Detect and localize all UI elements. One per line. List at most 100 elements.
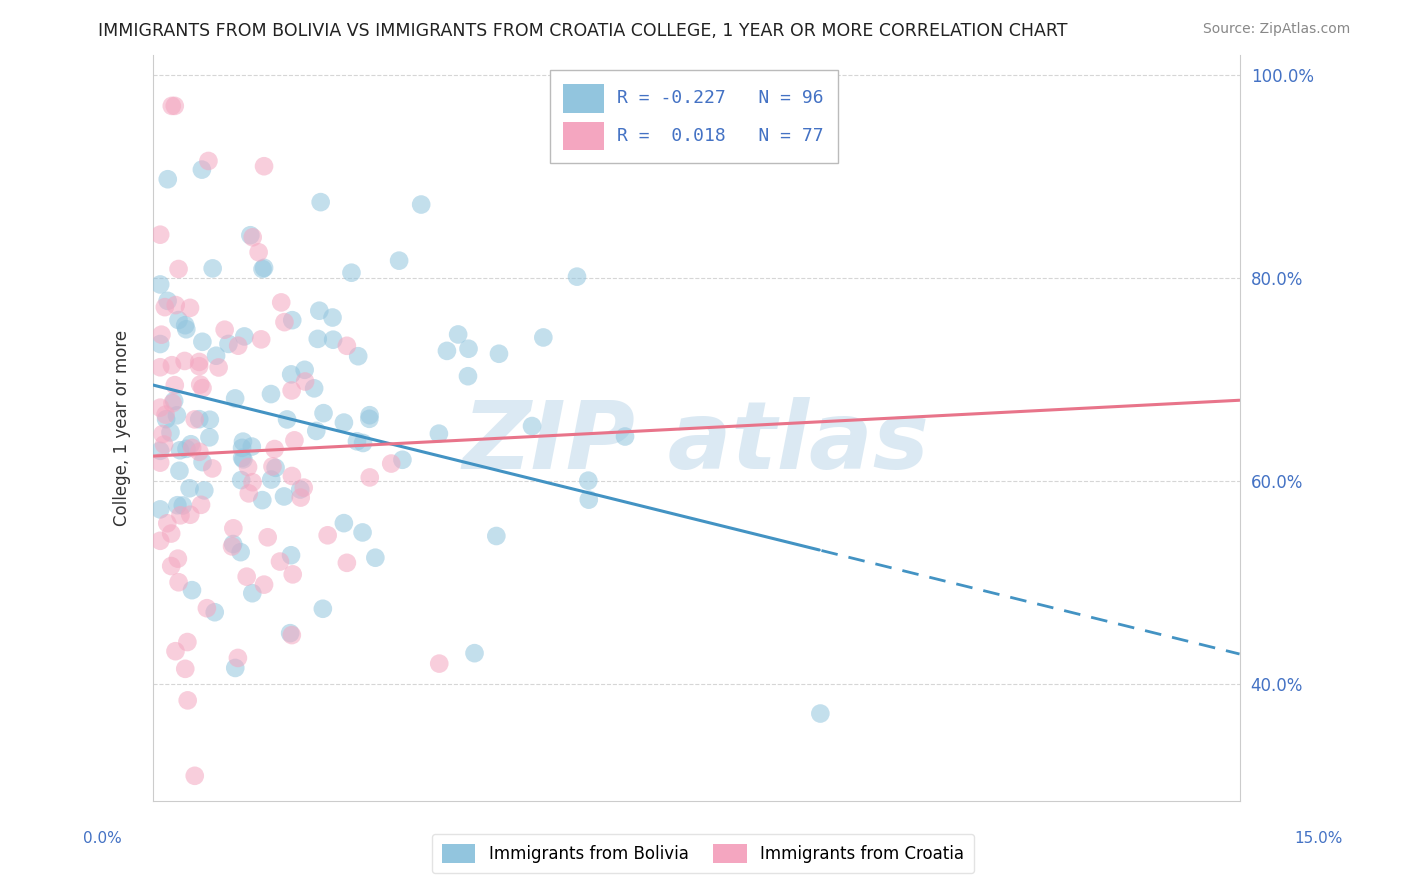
Point	[388, 253, 411, 268]
Point	[233, 329, 256, 343]
Point	[174, 662, 197, 676]
Point	[231, 441, 253, 455]
Point	[427, 426, 450, 441]
FancyBboxPatch shape	[550, 70, 838, 163]
Bar	[562, 84, 605, 112]
Point	[240, 586, 263, 600]
Point	[229, 545, 252, 559]
Point	[167, 313, 190, 327]
Point	[333, 416, 356, 430]
Point	[179, 481, 201, 495]
Point	[174, 322, 197, 336]
Point	[207, 360, 229, 375]
Point	[436, 343, 458, 358]
Point	[520, 419, 543, 434]
Point	[188, 445, 211, 459]
Point	[180, 437, 202, 451]
Text: IMMIGRANTS FROM BOLIVIA VS IMMIGRANTS FROM CROATIA COLLEGE, 1 YEAR OR MORE CORRE: IMMIGRANTS FROM BOLIVIA VS IMMIGRANTS FR…	[98, 22, 1069, 40]
Point	[280, 368, 302, 382]
Point	[179, 301, 201, 315]
Point	[252, 262, 274, 277]
Point	[235, 569, 257, 583]
Point	[226, 339, 249, 353]
Point	[198, 413, 221, 427]
Point	[188, 359, 211, 374]
Point	[160, 99, 183, 113]
Point	[169, 443, 191, 458]
Point	[167, 262, 190, 277]
Point	[156, 172, 179, 186]
Point	[565, 269, 588, 284]
Point	[305, 424, 328, 438]
Point	[276, 412, 298, 426]
Point	[309, 195, 332, 210]
Point	[336, 339, 359, 353]
Point	[193, 483, 215, 498]
Point	[322, 310, 344, 325]
Point	[198, 430, 221, 444]
Point	[149, 443, 172, 458]
Point	[183, 412, 205, 426]
Point	[163, 378, 186, 392]
Point	[153, 300, 176, 314]
Point	[184, 769, 207, 783]
Point	[222, 521, 245, 535]
Point	[280, 384, 302, 398]
Point	[188, 412, 211, 426]
Point	[159, 425, 181, 440]
Point	[150, 327, 173, 342]
Point	[179, 508, 201, 522]
Point	[221, 540, 243, 554]
Point	[307, 332, 329, 346]
Point	[359, 412, 381, 426]
Point	[231, 450, 253, 465]
Point	[322, 333, 344, 347]
Point	[263, 442, 285, 456]
Point	[204, 605, 226, 619]
Point	[242, 475, 264, 490]
Point	[281, 469, 304, 483]
Point	[346, 434, 368, 449]
Point	[352, 525, 374, 540]
Point	[201, 261, 224, 276]
Point	[226, 651, 249, 665]
Point	[238, 486, 260, 500]
Point	[188, 355, 211, 369]
Point	[253, 260, 276, 275]
Point	[239, 228, 262, 243]
Point	[165, 644, 187, 658]
Point	[149, 502, 172, 516]
Point	[333, 516, 356, 530]
Point	[270, 295, 292, 310]
Point	[160, 559, 183, 574]
Point	[242, 230, 264, 244]
Point	[176, 635, 198, 649]
Point	[347, 349, 370, 363]
Point	[149, 533, 172, 548]
Point	[191, 455, 214, 469]
Text: R = -0.227   N = 96: R = -0.227 N = 96	[617, 89, 824, 107]
Point	[614, 429, 637, 443]
Point	[188, 377, 211, 392]
Point	[485, 529, 508, 543]
Point	[269, 555, 291, 569]
Point	[316, 528, 339, 542]
Point	[283, 434, 305, 448]
Point	[160, 358, 183, 372]
Point	[149, 337, 172, 351]
Point	[176, 693, 198, 707]
Bar	[562, 121, 605, 150]
Point	[201, 461, 224, 475]
Point	[808, 706, 831, 721]
Point	[176, 442, 198, 456]
Point	[281, 567, 304, 582]
Point	[336, 556, 359, 570]
Point	[488, 347, 510, 361]
Point	[156, 516, 179, 531]
Point	[250, 332, 273, 346]
Point	[172, 499, 194, 513]
Point	[457, 369, 479, 384]
Point	[531, 330, 554, 344]
Point	[262, 459, 284, 474]
Point	[281, 313, 304, 327]
